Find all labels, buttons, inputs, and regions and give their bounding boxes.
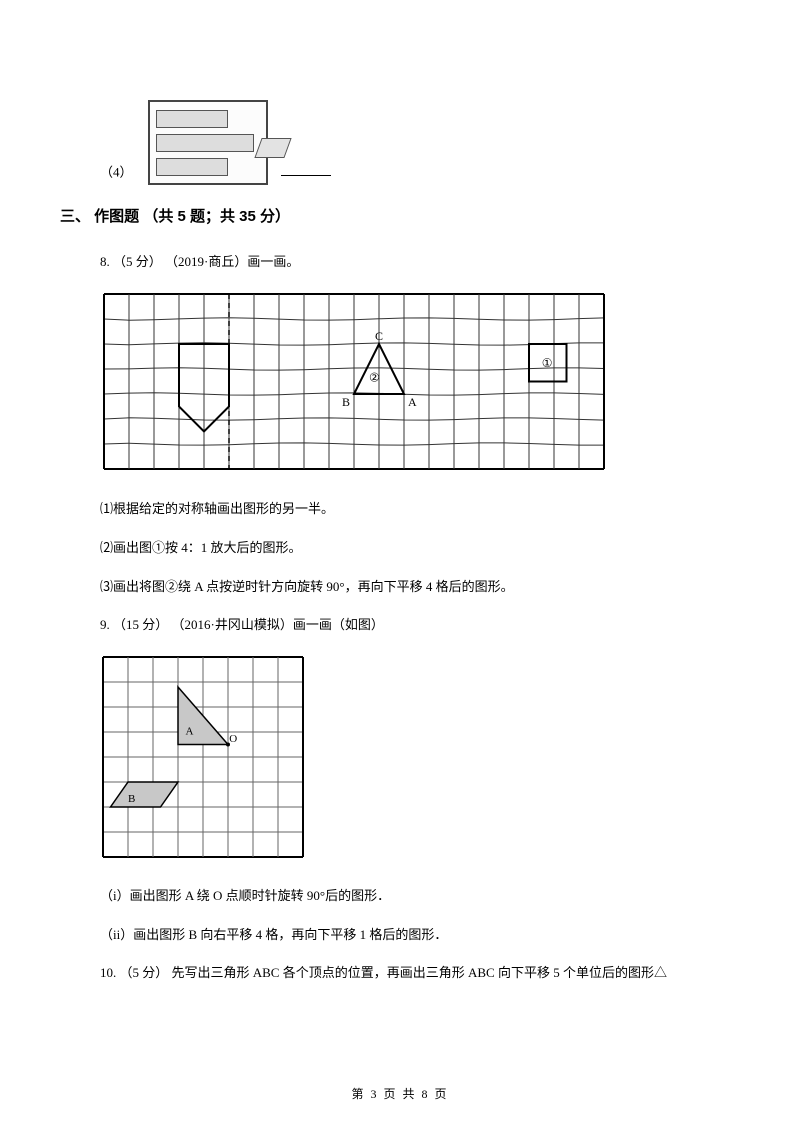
q4-label: （4） bbox=[100, 164, 133, 179]
svg-text:①: ① bbox=[542, 356, 553, 370]
q10-text: 10. （5 分） 先写出三角形 ABC 各个顶点的位置，再画出三角形 ABC … bbox=[100, 965, 667, 980]
q8-grid: B A C ② ① bbox=[100, 290, 610, 475]
q8-sub3: ⑶画出将图②绕 A 点按逆时针方向旋转 90°，再向下平移 4 格后的图形。 bbox=[60, 575, 740, 600]
question-4-row: （4） bbox=[60, 100, 740, 185]
footer-text: 第 3 页 共 8 页 bbox=[351, 1087, 448, 1101]
q8-sub1: ⑴根据给定的对称轴画出图形的另一半。 bbox=[60, 497, 740, 522]
svg-text:A: A bbox=[408, 395, 417, 409]
section-3-header: 三、 作图题 （共 5 题；共 35 分） bbox=[60, 203, 740, 232]
q8-text: 8. （5 分） （2019·商丘）画一画。 bbox=[100, 254, 299, 269]
q4-figure bbox=[148, 100, 268, 185]
page-footer: 第 3 页 共 8 页 bbox=[0, 1083, 800, 1106]
q9-sub2: （ii）画出图形 B 向右平移 4 格，再向下平移 1 格后的图形． bbox=[60, 923, 740, 948]
svg-text:O: O bbox=[229, 733, 237, 745]
q4-blank bbox=[281, 162, 331, 176]
q9-grid: A O B bbox=[100, 654, 308, 862]
svg-text:B: B bbox=[128, 793, 135, 805]
svg-text:B: B bbox=[342, 395, 350, 409]
svg-text:C: C bbox=[375, 329, 383, 343]
q9-sub1: （i）画出图形 A 绕 O 点顺时针旋转 90°后的图形． bbox=[60, 884, 740, 909]
q8-figure-wrap: B A C ② ① bbox=[60, 290, 740, 475]
section-3-title: 三、 作图题 （共 5 题；共 35 分） bbox=[60, 208, 290, 225]
q10-line: 10. （5 分） 先写出三角形 ABC 各个顶点的位置，再画出三角形 ABC … bbox=[60, 961, 740, 986]
q8-line: 8. （5 分） （2019·商丘）画一画。 bbox=[60, 250, 740, 275]
q9-text: 9. （15 分） （2016·井冈山模拟）画一画（如图） bbox=[100, 617, 384, 632]
q9-line: 9. （15 分） （2016·井冈山模拟）画一画（如图） bbox=[60, 613, 740, 638]
q9-figure-wrap: A O B bbox=[60, 654, 740, 862]
svg-text:A: A bbox=[186, 725, 194, 737]
svg-text:②: ② bbox=[369, 371, 380, 385]
q8-sub2: ⑵画出图①按 4：1 放大后的图形。 bbox=[60, 536, 740, 561]
